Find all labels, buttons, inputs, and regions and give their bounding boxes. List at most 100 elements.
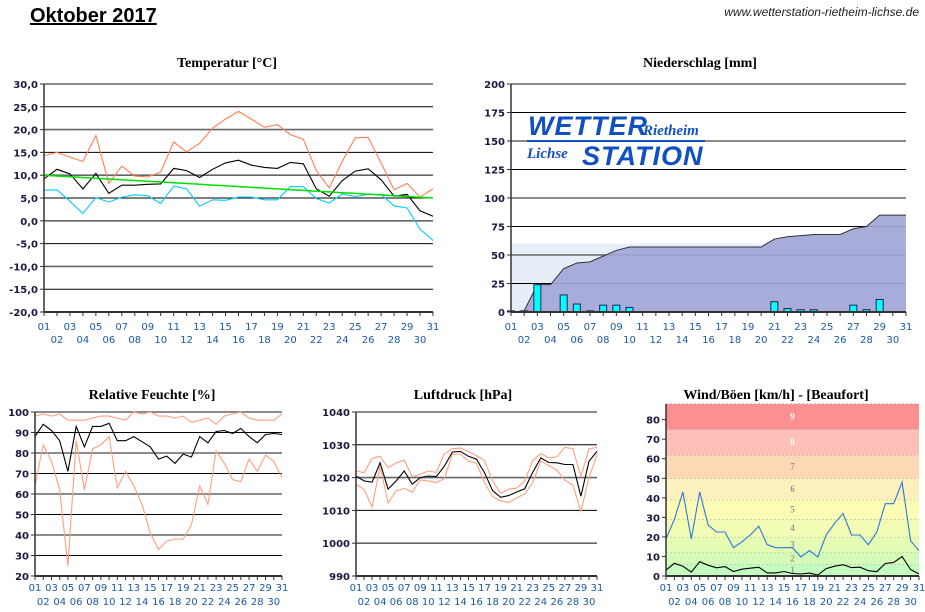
y-tick-label: 20,0	[13, 126, 38, 137]
beaufort-label-2: 2	[790, 553, 795, 563]
x-tick-label: 24	[807, 335, 820, 346]
x-tick-label: 13	[193, 322, 206, 333]
beaufort-label-8: 8	[790, 437, 795, 447]
x-tick-label: 07	[398, 583, 411, 594]
x-tick-label: 24	[218, 597, 231, 608]
y-tick-label: 90	[15, 429, 29, 440]
y-tick-label: 40	[15, 531, 29, 542]
x-tick-label: 15	[219, 322, 232, 333]
y-tick-label: 50	[491, 251, 505, 262]
station-logo: WETTER Rietheim Lichse STATION	[526, 111, 705, 171]
wind-chart-title: Wind/Böen [km/h] - [Beaufort]	[683, 388, 868, 403]
x-tick-label: 17	[160, 583, 173, 594]
x-tick-label: 16	[702, 335, 715, 346]
x-tick-label: 22	[781, 335, 794, 346]
x-tick-label: 14	[454, 597, 467, 608]
cumulative-area	[511, 215, 906, 312]
x-tick-label: 21	[297, 322, 310, 333]
x-tick-label: 12	[180, 335, 193, 346]
x-tick-label: 10	[154, 335, 167, 346]
x-tick-label: 07	[584, 322, 597, 333]
x-tick-label: 19	[811, 583, 824, 594]
x-tick-label: 16	[786, 597, 799, 608]
y-tick-label: 50	[15, 511, 29, 522]
y-tick-label: 10	[646, 552, 660, 563]
y-tick-label: 40	[646, 494, 660, 505]
x-tick-label: 08	[406, 597, 419, 608]
beaufort-label-9: 9	[790, 412, 795, 422]
beaufort-label-7: 7	[790, 462, 795, 472]
x-tick-label: 10	[422, 597, 435, 608]
x-tick-label: 14	[676, 335, 689, 346]
x-tick-label: 11	[744, 583, 757, 594]
y-tick-label: 70	[646, 435, 660, 446]
x-tick-label: 15	[778, 583, 791, 594]
y-tick-label: 20	[15, 572, 29, 583]
x-tick-label: 22	[518, 597, 531, 608]
x-tick-label: 03	[676, 583, 689, 594]
x-tick-label: 09	[610, 322, 623, 333]
x-tick-label: 01	[350, 583, 363, 594]
x-tick-label: 08	[128, 335, 141, 346]
x-tick-label: 25	[349, 322, 362, 333]
x-tick-label: 30	[414, 335, 427, 346]
x-tick-label: 31	[900, 322, 913, 333]
x-tick-label: 31	[427, 322, 440, 333]
humidity-series-max	[34, 411, 283, 426]
x-tick-label: 16	[470, 597, 483, 608]
pressure-chart-title: Luftdruck [hPa]	[414, 388, 512, 403]
x-tick-label: 04	[685, 597, 698, 608]
x-tick-label: 02	[358, 597, 371, 608]
x-tick-label: 29	[896, 583, 909, 594]
y-tick-label: 70	[15, 470, 29, 481]
y-tick-label: 30	[646, 513, 660, 524]
logo-rietheim: Rietheim	[642, 123, 699, 139]
x-tick-label: 29	[873, 322, 886, 333]
beaufort-label-3: 3	[790, 540, 795, 550]
x-tick-label: 26	[834, 335, 847, 346]
x-tick-label: 29	[575, 583, 588, 594]
y-tick-label: 1020	[322, 474, 350, 485]
y-tick-label: 1040	[322, 408, 350, 419]
x-tick-label: 19	[177, 583, 190, 594]
x-tick-label: 30	[583, 597, 596, 608]
x-tick-label: 10	[623, 335, 636, 346]
humidity-series-min	[34, 435, 283, 566]
y-tick-label: 10,0	[13, 171, 38, 182]
x-tick-label: 26	[550, 597, 563, 608]
page-title: Oktober 2017	[30, 5, 157, 27]
beaufort-band-6	[666, 478, 919, 500]
x-tick-label: 23	[526, 583, 539, 594]
x-tick-label: 17	[245, 322, 258, 333]
pressure-series-mean	[355, 450, 598, 498]
x-tick-label: 13	[127, 583, 140, 594]
beaufort-band-2	[666, 552, 919, 565]
temperature-chart: 30,0 25,0 20,0 15,0 10,0 5,0 0,0 -5,0 -10,0 -15,0…	[9, 80, 439, 346]
logo-wetter: WETTER	[528, 111, 648, 141]
x-tick-label: 09	[94, 583, 107, 594]
y-tick-label: -20,0	[9, 308, 38, 319]
x-tick-label: 13	[663, 322, 676, 333]
x-tick-label: 28	[567, 597, 580, 608]
x-tick-label: 22	[202, 597, 215, 608]
x-tick-label: 05	[693, 583, 706, 594]
x-tick-label: 11	[111, 583, 124, 594]
precip-bar-03	[533, 284, 542, 313]
x-tick-label: 07	[78, 583, 91, 594]
x-tick-label: 28	[251, 597, 264, 608]
temperature-series-mean	[43, 159, 434, 217]
precipitation-chart: 200 175 150 125 100 75 50 25 0010203040506070809…	[484, 80, 912, 346]
y-tick-label: 30	[15, 552, 29, 563]
x-tick-label: 03	[64, 322, 77, 333]
y-tick-label: 990	[329, 572, 350, 583]
x-tick-label: 20	[755, 335, 768, 346]
x-tick-label: 27	[243, 583, 256, 594]
y-tick-label: 60	[15, 490, 29, 501]
x-tick-label: 25	[226, 583, 239, 594]
x-tick-label: 12	[438, 597, 451, 608]
y-tick-label: 80	[15, 449, 29, 460]
x-tick-label: 03	[531, 322, 544, 333]
x-tick-label: 20	[502, 597, 515, 608]
y-tick-label: 200	[484, 80, 505, 91]
logo-lichse: Lichse	[526, 146, 568, 162]
